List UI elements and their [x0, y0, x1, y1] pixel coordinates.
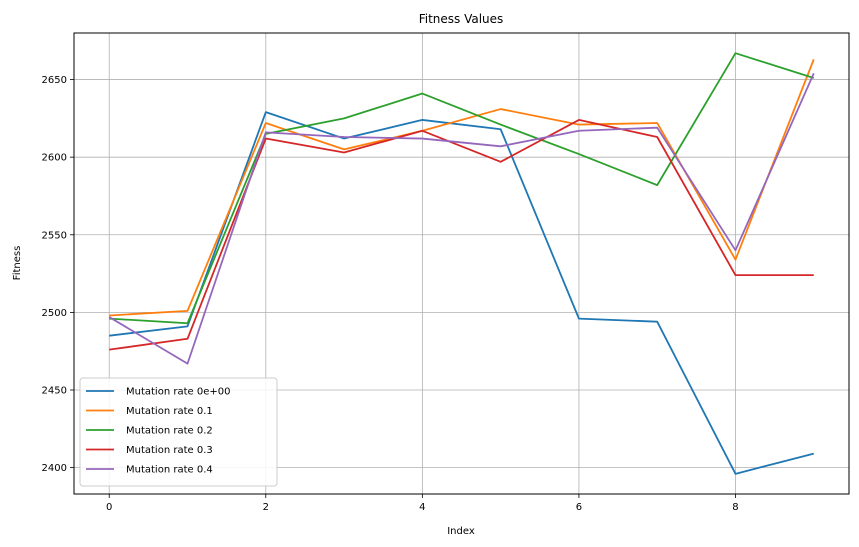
- legend: Mutation rate 0e+00 Mutation rate 0.1 Muta…: [79, 377, 278, 487]
- y-tick-label: 2400: [42, 463, 67, 474]
- plot-frame: [73, 32, 850, 495]
- axis-ticks: 0 2 4 6 8 2400 2450 2500 2550 2600 2650: [42, 75, 739, 513]
- legend-box: [79, 377, 278, 487]
- y-tick-label: 2650: [42, 75, 67, 86]
- x-tick-label: 0: [106, 502, 112, 513]
- x-axis-label: Index: [447, 526, 475, 537]
- series-line-3: [109, 119, 814, 351]
- x-tick-label: 2: [263, 502, 269, 513]
- legend-label-0: Mutation rate 0e+00: [126, 387, 230, 398]
- chart-title: Fitness Values: [419, 12, 504, 26]
- x-tick-label: 4: [419, 502, 425, 513]
- legend-label-1: Mutation rate 0.1: [126, 406, 213, 417]
- y-tick-label: 2600: [42, 153, 67, 164]
- x-tick-label: 6: [576, 502, 582, 513]
- y-tick-label: 2550: [42, 230, 67, 241]
- y-tick-label: 2450: [42, 386, 67, 397]
- series-lines: [108, 52, 815, 475]
- series-line-1: [109, 59, 815, 317]
- x-tick-label: 8: [732, 502, 738, 513]
- legend-label-3: Mutation rate 0.3: [126, 445, 213, 456]
- y-axis-label: Fitness: [12, 246, 23, 281]
- legend-label-2: Mutation rate 0.2: [126, 426, 213, 437]
- y-tick-label: 2500: [42, 308, 67, 319]
- legend-label-4: Mutation rate 0.4: [126, 465, 213, 476]
- series-line-2: [109, 52, 815, 325]
- series-line-4: [108, 72, 815, 365]
